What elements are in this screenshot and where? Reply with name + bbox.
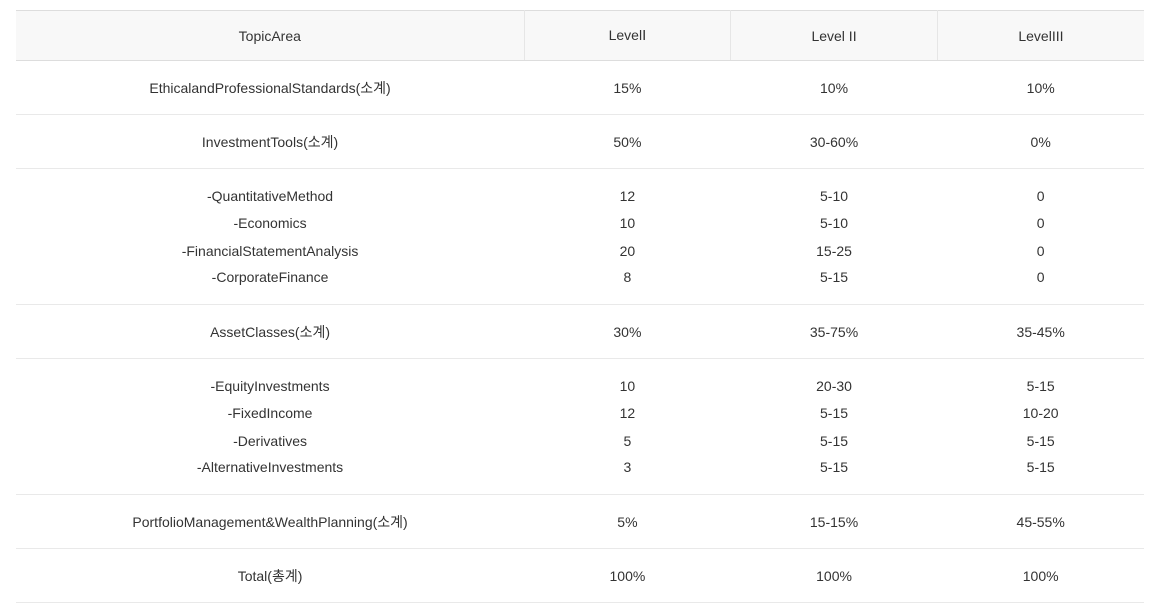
cell-l3: 0 [937,237,1144,265]
cell-topic: -AlternativeInvestments [16,455,524,495]
col-header-topic: TopicArea [16,11,524,61]
cell-l2: 5-10 [731,169,938,209]
cell-topic: Total(총계) [16,549,524,603]
cell-l1: 50% [524,115,731,169]
table-row: -Economics105-100 [16,209,1144,237]
cell-l3: 5-15 [937,455,1144,495]
cell-l1: 10 [524,359,731,399]
cell-l1: 10 [524,209,731,237]
cell-l2: 5-10 [731,209,938,237]
table-row: -FixedIncome125-1510-20 [16,399,1144,427]
cell-l3: 0 [937,265,1144,305]
table-row: -CorporateFinance85-150 [16,265,1144,305]
cell-l1: 20 [524,237,731,265]
cell-l2: 5-15 [731,399,938,427]
cell-topic: PortfolioManagement&WealthPlanning(소계) [16,495,524,549]
table-row: -FinancialStatementAnalysis2015-250 [16,237,1144,265]
topic-weight-table: TopicArea LevelⅠ Level II LevelIII Ethic… [16,10,1144,603]
cell-topic: -FinancialStatementAnalysis [16,237,524,265]
cell-l1: 15% [524,61,731,115]
col-header-level1: LevelⅠ [524,11,731,61]
col-header-level3: LevelIII [937,11,1144,61]
cell-l1: 100% [524,549,731,603]
cell-l3: 45-55% [937,495,1144,549]
cell-l2: 20-30 [731,359,938,399]
cell-l3: 0 [937,169,1144,209]
cell-l2: 5-15 [731,265,938,305]
table-header-row: TopicArea LevelⅠ Level II LevelIII [16,11,1144,61]
cell-l3: 35-45% [937,305,1144,359]
col-header-level2: Level II [731,11,938,61]
cell-l1: 12 [524,169,731,209]
table-row: PortfolioManagement&WealthPlanning(소계)5%… [16,495,1144,549]
cell-l1: 30% [524,305,731,359]
cell-l2: 5-15 [731,455,938,495]
cell-topic: -EquityInvestments [16,359,524,399]
cell-topic: -QuantitativeMethod [16,169,524,209]
cell-l1: 5 [524,427,731,455]
cell-topic: InvestmentTools(소계) [16,115,524,169]
cell-topic: -FixedIncome [16,399,524,427]
cell-l3: 5-15 [937,359,1144,399]
table-row: -AlternativeInvestments35-155-15 [16,455,1144,495]
table-row: InvestmentTools(소계)50%30-60%0% [16,115,1144,169]
cell-l2: 5-15 [731,427,938,455]
table-row: EthicalandProfessionalStandards(소계)15%10… [16,61,1144,115]
cell-l3: 10% [937,61,1144,115]
cell-l1: 8 [524,265,731,305]
cell-l3: 10-20 [937,399,1144,427]
cell-l3: 5-15 [937,427,1144,455]
table-body: EthicalandProfessionalStandards(소계)15%10… [16,61,1144,603]
cell-l2: 30-60% [731,115,938,169]
cell-l3: 100% [937,549,1144,603]
cell-l2: 15-25 [731,237,938,265]
cell-topic: -Economics [16,209,524,237]
cell-topic: EthicalandProfessionalStandards(소계) [16,61,524,115]
cell-l3: 0% [937,115,1144,169]
table-row: -QuantitativeMethod125-100 [16,169,1144,209]
cell-l1: 5% [524,495,731,549]
table-row: Total(총계)100%100%100% [16,549,1144,603]
cell-l2: 15-15% [731,495,938,549]
table-row: -Derivatives55-155-15 [16,427,1144,455]
cell-l1: 3 [524,455,731,495]
cell-topic: -Derivatives [16,427,524,455]
cell-l3: 0 [937,209,1144,237]
cell-l2: 100% [731,549,938,603]
cell-l2: 35-75% [731,305,938,359]
table-row: -EquityInvestments1020-305-15 [16,359,1144,399]
cell-l2: 10% [731,61,938,115]
cell-topic: -CorporateFinance [16,265,524,305]
cell-l1: 12 [524,399,731,427]
cell-topic: AssetClasses(소계) [16,305,524,359]
table-row: AssetClasses(소계)30%35-75%35-45% [16,305,1144,359]
